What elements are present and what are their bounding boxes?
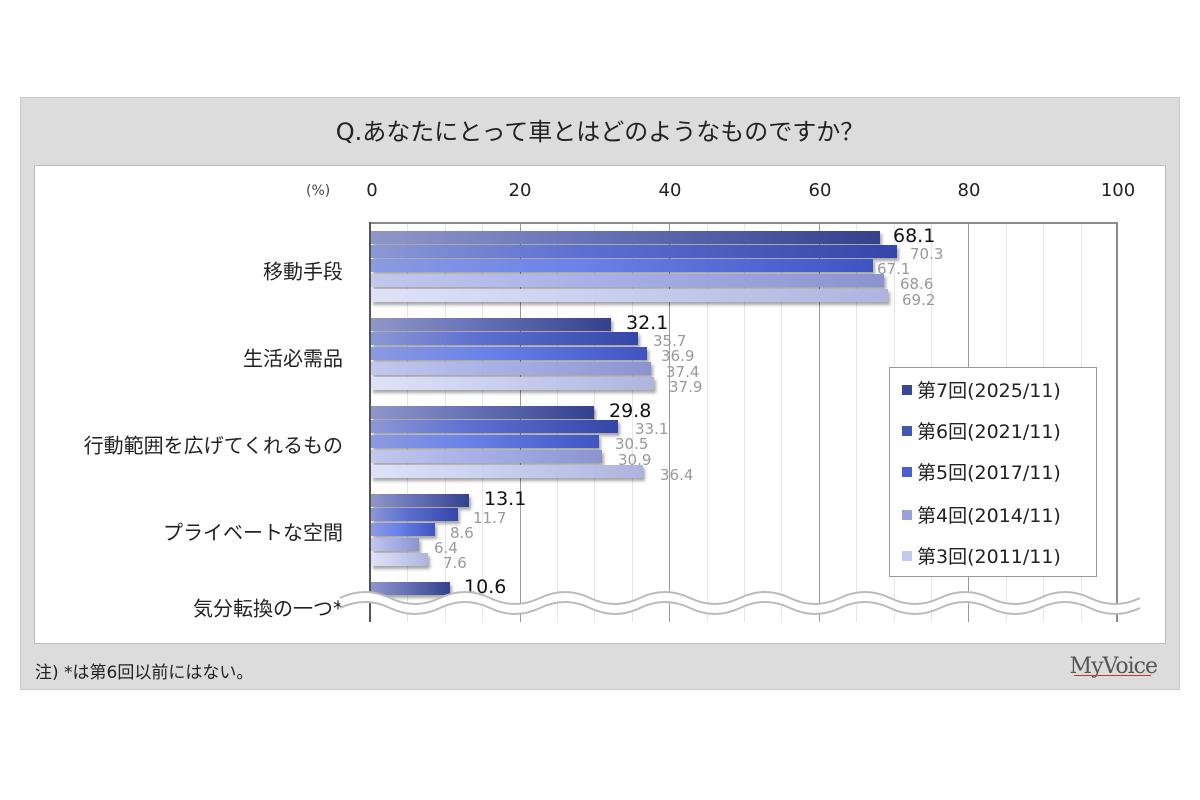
bar [371, 318, 611, 331]
category-label: 移動手段 [263, 259, 343, 284]
bar [371, 465, 643, 478]
bar [371, 377, 654, 390]
value-label: 11.7 [473, 509, 507, 527]
bar [371, 538, 419, 551]
value-label: 30.9 [618, 451, 652, 469]
x-tick: 100 [1100, 180, 1136, 201]
plot-area [370, 222, 1118, 622]
legend-swatch-icon [902, 550, 912, 561]
value-label: 30.5 [615, 435, 649, 453]
category-label: 行動範囲を広げてくれるもの [83, 433, 343, 458]
x-tick: 20 [508, 180, 532, 201]
bar [371, 508, 458, 521]
bar [371, 259, 873, 272]
bar [371, 231, 880, 244]
value-label: 37.9 [669, 378, 703, 396]
brand-logo-text: MyVoice [1069, 654, 1158, 679]
legend-label: 第5回(2017/11) [917, 462, 1061, 484]
value-label: 35.7 [653, 332, 687, 350]
bar [371, 274, 884, 287]
legend-item: 第7回(2025/11) [902, 376, 1061, 403]
bar [371, 435, 599, 448]
bar [371, 332, 638, 345]
value-label: 7.6 [443, 554, 467, 572]
value-label: 33.1 [635, 420, 669, 438]
value-label: 29.8 [609, 400, 652, 422]
footnote: 注) *は第6回以前にはない。 [35, 663, 254, 683]
gridline [632, 222, 633, 622]
value-label: 67.1 [877, 260, 911, 278]
value-label: 6.4 [434, 539, 458, 557]
value-label: 70.3 [910, 245, 944, 263]
value-label: 32.1 [626, 312, 669, 334]
legend-label: 第3回(2011/11) [917, 546, 1061, 568]
bar [371, 362, 651, 375]
value-label: 68.1 [893, 225, 936, 247]
value-label: 8.6 [450, 524, 474, 542]
unit-label: (%) [306, 183, 331, 199]
category-label: 生活必需品 [243, 346, 343, 371]
value-label: 36.4 [660, 466, 694, 484]
value-label: 68.6 [900, 275, 934, 293]
legend: 第7回(2025/11) 第6回(2021/11) 第5回(2017/11) 第… [889, 367, 1097, 577]
legend-swatch-icon [902, 425, 912, 436]
value-label: 36.9 [661, 347, 695, 365]
x-tick: 80 [957, 180, 981, 201]
bar [371, 553, 428, 566]
y-axis [369, 222, 371, 622]
value-label: 69.2 [902, 291, 936, 309]
bar [371, 406, 594, 419]
x-tick: 0 [366, 180, 378, 201]
legend-item: 第3回(2011/11) [902, 542, 1061, 569]
legend-swatch-icon [902, 509, 912, 520]
bar [371, 494, 469, 507]
bar [371, 289, 888, 302]
bar [371, 420, 618, 433]
bar [371, 523, 435, 536]
gridline [781, 222, 782, 622]
legend-item: 第4回(2014/11) [902, 501, 1061, 528]
axis-break-wave-icon [340, 591, 1140, 615]
value-label: 37.4 [666, 363, 700, 381]
legend-label: 第6回(2021/11) [917, 421, 1061, 443]
x-tick: 40 [658, 180, 682, 201]
bar [371, 450, 602, 463]
value-label: 10.6 [464, 576, 507, 598]
category-label: プライベートな空間 [163, 520, 343, 545]
gridline-major [819, 222, 820, 622]
legend-swatch-icon [902, 384, 912, 395]
x-tick: 60 [808, 180, 832, 201]
bar [371, 582, 450, 595]
brand-logo: MyVoice [1069, 654, 1158, 679]
bar [371, 347, 647, 360]
legend-swatch-icon [902, 466, 912, 477]
value-label: 13.1 [484, 488, 527, 510]
legend-label: 第7回(2025/11) [917, 380, 1061, 402]
chart-title: Q.あなたにとって車とはどのようなものですか？ [335, 118, 865, 146]
legend-label: 第4回(2014/11) [917, 505, 1061, 527]
gridline [856, 222, 857, 622]
legend-item: 第6回(2021/11) [902, 417, 1061, 444]
gridline [744, 222, 745, 622]
bar [371, 245, 897, 258]
gridline-major [669, 222, 670, 622]
legend-item: 第5回(2017/11) [902, 458, 1061, 485]
gridline [707, 222, 708, 622]
category-label: 気分転換の一つ* [193, 596, 343, 621]
